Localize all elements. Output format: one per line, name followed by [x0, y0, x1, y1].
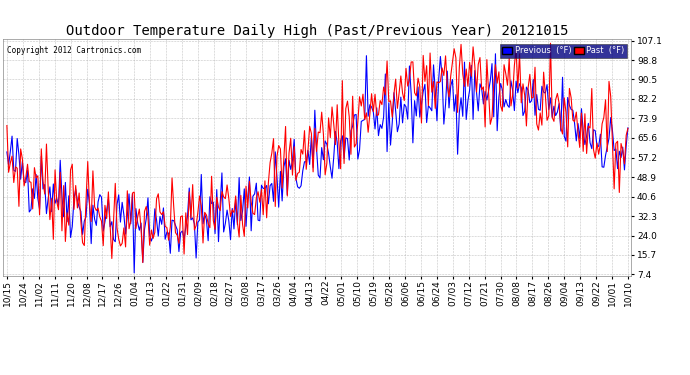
Text: Copyright 2012 Cartronics.com: Copyright 2012 Cartronics.com — [7, 46, 141, 56]
Title: Outdoor Temperature Daily High (Past/Previous Year) 20121015: Outdoor Temperature Daily High (Past/Pre… — [66, 24, 569, 38]
Legend: Previous  (°F), Past  (°F): Previous (°F), Past (°F) — [500, 44, 627, 57]
